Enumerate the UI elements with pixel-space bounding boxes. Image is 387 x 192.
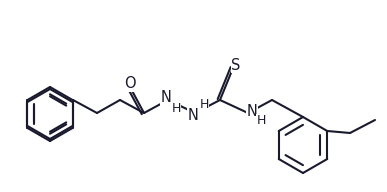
Text: H: H (199, 98, 209, 112)
Text: S: S (231, 57, 241, 73)
Text: O: O (124, 76, 136, 92)
Text: H: H (171, 102, 181, 114)
Text: H: H (256, 114, 266, 127)
Text: N: N (188, 108, 199, 122)
Text: N: N (247, 103, 257, 118)
Text: N: N (161, 90, 171, 105)
